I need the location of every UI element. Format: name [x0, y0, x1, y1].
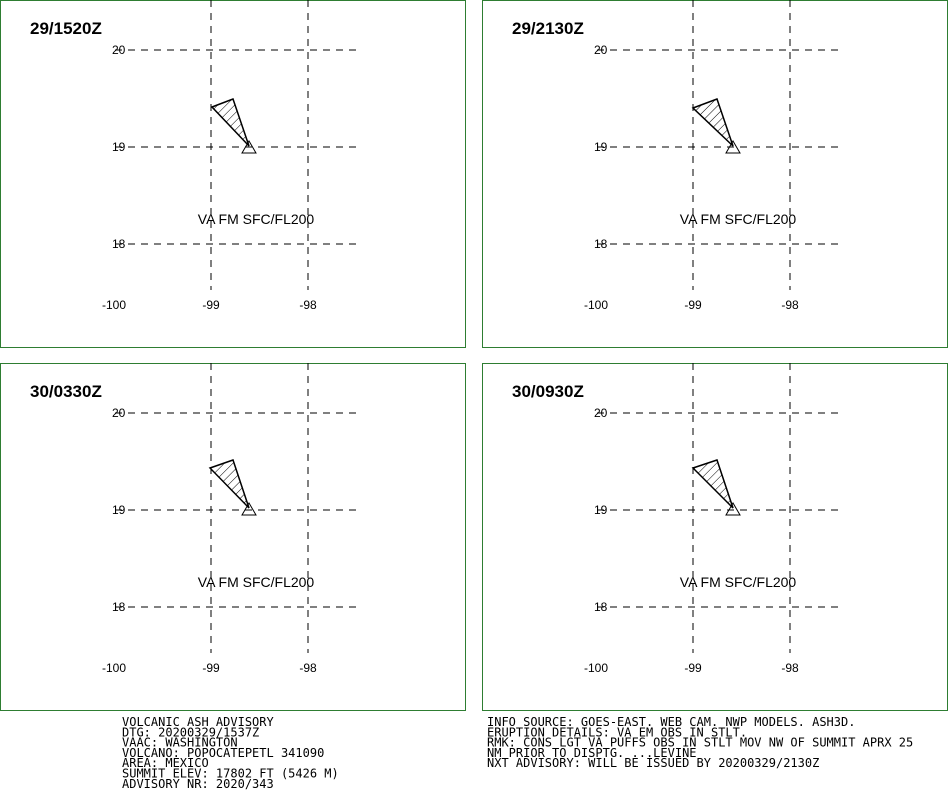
longitude-label: -100 — [102, 661, 126, 675]
latitude-label: 20 — [112, 43, 126, 57]
panel-frame — [0, 363, 466, 711]
volcano-marker — [241, 502, 257, 516]
ash-label: VA FM SFC/FL200 — [680, 574, 797, 590]
longitude-label: -99 — [684, 298, 702, 312]
advisory-line: DTG: 20200329/1537Z — [122, 725, 259, 739]
panel-frame — [0, 0, 466, 348]
remark-line: NM PRIOR TO DISPTG. ...LEVINE — [487, 746, 697, 760]
ash-cloud — [691, 459, 734, 509]
advisory-line: AREA: MEXICO — [122, 756, 209, 770]
panel-time: 29/2130Z — [512, 19, 584, 38]
longitude-label: -100 — [102, 298, 126, 312]
latitude-label: 19 — [112, 503, 126, 517]
ash-cloud — [691, 98, 734, 147]
advisory-line: ADVISORY NR: 2020/343 — [122, 777, 274, 791]
panel-frame — [482, 363, 948, 711]
ash-cloud — [210, 98, 250, 147]
longitude-label: -98 — [781, 298, 799, 312]
latitude-label: 20 — [112, 406, 126, 420]
remark-line: RMK: CONS LGT VA PUFFS OBS IN STLT MOV N… — [487, 736, 913, 750]
latitude-label: 19 — [112, 140, 126, 154]
advisory-line: SUMMIT ELEV: 17802 FT (5426 M) — [122, 767, 339, 781]
volcano-marker — [725, 140, 741, 154]
latitude-label: 19 — [594, 140, 608, 154]
map-panel: 20 19 18 -100 -99 -98 30/0930Z VA FM SFC/FL200 — [482, 363, 948, 711]
map-panel: 20 19 18 -100 -99 -98 29/1520Z VA FM SFC/FL200 — [0, 0, 466, 348]
latitude-label: 18 — [112, 237, 126, 251]
remark-line: ERUPTION DETAILS: VA EM OBS IN STLT. — [487, 725, 747, 739]
longitude-label: -98 — [781, 661, 799, 675]
latitude-label: 20 — [594, 43, 608, 57]
longitude-label: -98 — [299, 298, 317, 312]
panel-time: 30/0930Z — [512, 382, 584, 401]
advisory-line: VOLCANO: POPOCATEPETL 341090 — [122, 746, 324, 760]
longitude-label: -100 — [584, 298, 608, 312]
ash-cloud — [208, 459, 250, 509]
latitude-label: 19 — [594, 503, 608, 517]
volcano-marker — [241, 140, 257, 154]
latitude-label: 18 — [594, 600, 608, 614]
remark-line: NXT ADVISORY: WILL BE ISSUED BY 20200329… — [487, 756, 819, 770]
longitude-label: -98 — [299, 661, 317, 675]
latitude-label: 18 — [112, 600, 126, 614]
longitude-label: -99 — [202, 661, 220, 675]
volcano-marker — [725, 502, 741, 516]
map-panel: 20 19 18 -100 -99 -98 30/0330Z VA FM SFC/FL200 — [0, 363, 466, 711]
panel-time: 29/1520Z — [30, 19, 102, 38]
ash-label: VA FM SFC/FL200 — [198, 211, 315, 227]
advisory-line: VOLCANIC ASH ADVISORY — [122, 715, 274, 729]
panel-frame — [482, 0, 948, 348]
panel-time: 30/0330Z — [30, 382, 102, 401]
longitude-label: -100 — [584, 661, 608, 675]
latitude-label: 20 — [594, 406, 608, 420]
longitude-label: -99 — [202, 298, 220, 312]
longitude-label: -99 — [684, 661, 702, 675]
advisory-line: VAAC: WASHINGTON — [122, 736, 238, 750]
remark-line: INFO SOURCE: GOES-EAST. WEB CAM. NWP MOD… — [487, 715, 855, 729]
ash-label: VA FM SFC/FL200 — [198, 574, 315, 590]
map-panel: 20 19 18 -100 -99 -98 29/2130Z VA FM SFC/FL200 — [482, 0, 948, 348]
ash-label: VA FM SFC/FL200 — [680, 211, 797, 227]
latitude-label: 18 — [594, 237, 608, 251]
